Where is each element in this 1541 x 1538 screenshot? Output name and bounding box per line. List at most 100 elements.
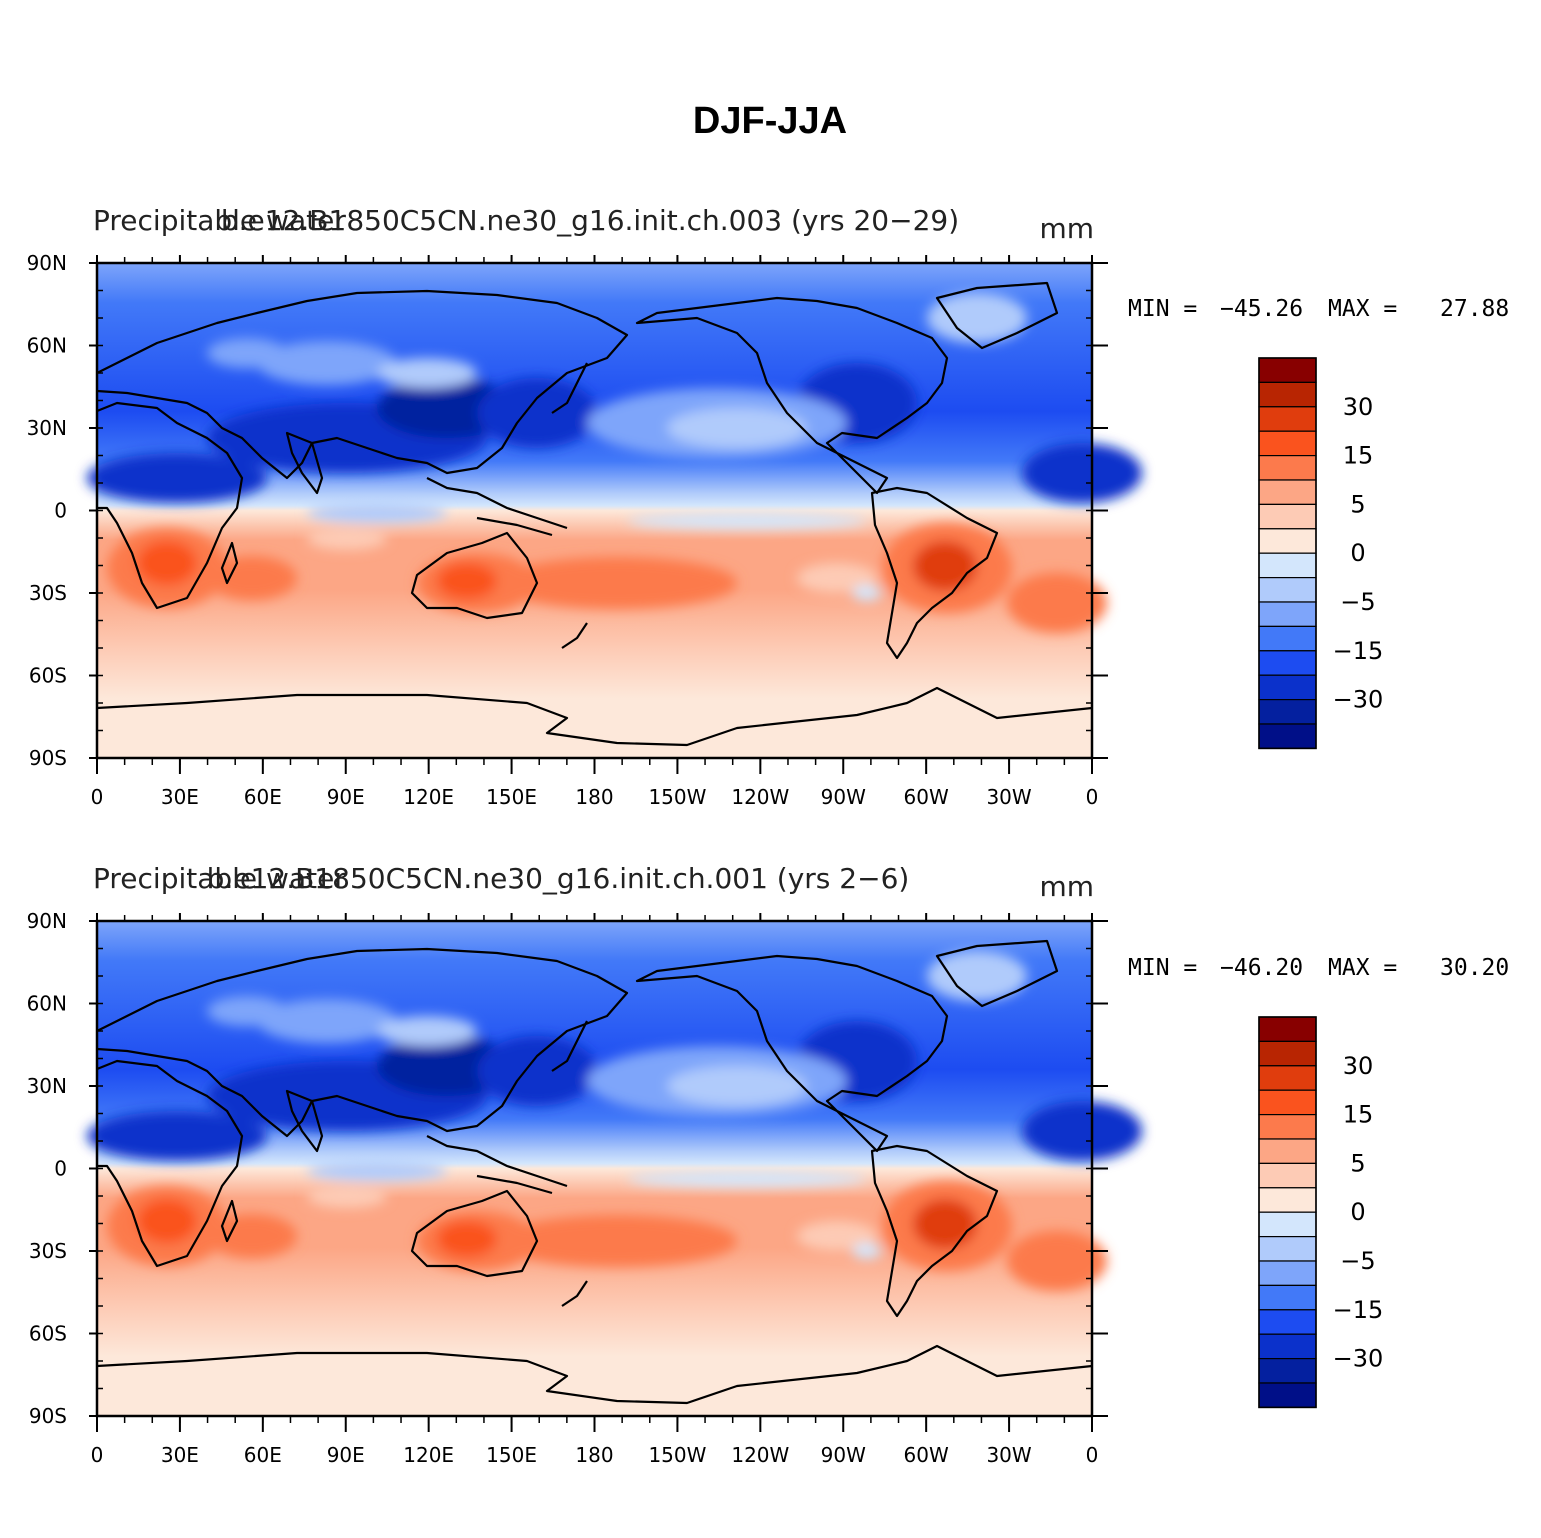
axis-ticks <box>89 913 1108 1432</box>
lon-tick-label: 30E <box>161 785 199 809</box>
lat-tick-label: 60N <box>27 992 67 1016</box>
colorbar-label: 15 <box>1343 1101 1374 1129</box>
colorbar-swatch <box>1258 1284 1317 1311</box>
lat-tick-label: 60S <box>29 1322 67 1346</box>
colorbar-label: 30 <box>1343 1052 1374 1080</box>
colorbar-swatch <box>1258 357 1317 383</box>
lon-tick-label: 0 <box>1086 785 1099 809</box>
lon-tick-labels: 0 30E 60E 90E 120E 150E 180 150W 120W 90W 60W 30W 0 <box>91 785 1099 809</box>
lon-tick-label: 0 <box>91 1443 104 1467</box>
stats-label-top: MIN = −45.26 MAX = 27.88 <box>1128 296 1509 322</box>
lat-tick-label: 0 <box>54 1157 67 1181</box>
lon-tick-label: 60E <box>244 785 282 809</box>
lon-tick-label: 90W <box>821 1443 866 1467</box>
figure-title: DJF-JJA <box>693 100 847 142</box>
lon-tick-label: 150E <box>486 785 537 809</box>
lat-tick-label: 90S <box>29 1404 67 1428</box>
colorbar-swatch <box>1258 528 1317 554</box>
colorbar-swatch <box>1258 601 1317 627</box>
colorbar-label: 0 <box>1350 539 1365 567</box>
colorbar-label: −15 <box>1333 1296 1384 1324</box>
lon-tick-label: 60E <box>244 1443 282 1467</box>
max-label: MAX = <box>1328 296 1397 322</box>
colorbar-swatch <box>1258 1211 1317 1238</box>
colorbar-swatch <box>1258 381 1317 408</box>
min-label: MIN = <box>1128 296 1197 322</box>
colorbar-swatch <box>1258 699 1317 725</box>
lon-tick-labels: 0 30E 60E 90E 120E 150E 180 150W 120W 90W 60W 30W 0 <box>91 1443 1099 1467</box>
colorbar-swatch <box>1258 1089 1317 1116</box>
colorbar-swatch <box>1258 1382 1317 1408</box>
colorbar-label: −5 <box>1340 588 1375 616</box>
panel-center-title: b.e12.B1850C5CN.ne30_g16.init.ch.001 (yr… <box>207 862 910 895</box>
colorbar-swatch <box>1258 650 1317 676</box>
panel-center-title: b.e12.B1850C5CN.ne30_g16.init.ch.003 (yr… <box>221 204 959 237</box>
colorbar-swatch <box>1258 1309 1317 1335</box>
colorbar-label: −15 <box>1333 637 1384 665</box>
colorbar-swatch <box>1258 723 1317 749</box>
colorbar-swatch <box>1258 674 1317 701</box>
lon-tick-label: 90E <box>327 785 365 809</box>
lon-tick-label: 60W <box>904 785 949 809</box>
lon-tick-label: 90W <box>821 785 866 809</box>
lon-tick-label: 120E <box>403 1443 454 1467</box>
lat-tick-label: 90N <box>27 909 67 933</box>
lon-tick-label: 30E <box>161 1443 199 1467</box>
lon-tick-label: 150E <box>486 1443 537 1467</box>
max-value: 27.88 <box>1440 296 1509 322</box>
colorbar-swatch <box>1258 1260 1317 1286</box>
max-label: MAX = <box>1328 955 1397 981</box>
map-panel-bottom: 90N 60N 30N 0 30S 60S 90S 0 30E 60E 90E 120E 150E 18… <box>27 909 1142 1467</box>
map-panel-top: 90N 60N 30N 0 30S 60S 90S 0 30E 60E 90E 120E 150E 18… <box>27 251 1142 809</box>
lon-tick-label: 90E <box>327 1443 365 1467</box>
panel-left-title: Precipitable water <box>93 862 346 895</box>
max-value: 30.20 <box>1440 955 1509 981</box>
panel-units: mm <box>1039 870 1094 903</box>
lon-tick-label: 30W <box>986 785 1031 809</box>
colorbar-label: −30 <box>1333 1345 1384 1373</box>
colorbar-swatch <box>1258 1162 1317 1189</box>
min-value: −45.26 <box>1220 296 1303 322</box>
colorbar-swatch <box>1258 1040 1317 1067</box>
lon-tick-label: 150W <box>648 1443 706 1467</box>
colorbar-label: 15 <box>1343 442 1374 470</box>
min-value: −46.20 <box>1220 955 1303 981</box>
colorbar-bottom: 30 15 5 0 −5 −15 −30 <box>1258 1016 1384 1409</box>
lon-tick-label: 0 <box>91 785 104 809</box>
colorbar-swatch <box>1258 1065 1317 1091</box>
lon-tick-label: 60W <box>904 1443 949 1467</box>
colorbar-swatch <box>1258 454 1317 481</box>
colorbar-swatch <box>1258 1016 1317 1042</box>
lat-tick-label: 60N <box>27 334 67 358</box>
colorbar-swatch <box>1258 552 1317 579</box>
colorbar-swatch <box>1258 1113 1317 1140</box>
colorbar-swatch <box>1258 625 1317 652</box>
colorbar-swatch <box>1258 1333 1317 1360</box>
lat-tick-label: 60S <box>29 664 67 688</box>
axis-ticks <box>89 255 1108 774</box>
colorbar-swatch <box>1258 1138 1317 1164</box>
colorbar-top: 30 15 5 0 −5 −15 −30 <box>1258 357 1384 750</box>
lat-tick-label: 30N <box>27 1074 67 1098</box>
lon-tick-label: 150W <box>648 785 706 809</box>
lat-tick-label: 0 <box>54 499 67 523</box>
lat-tick-label: 90N <box>27 251 67 275</box>
colorbar-label: −30 <box>1333 686 1384 714</box>
colorbar-label: −5 <box>1340 1247 1375 1275</box>
lon-tick-label: 180 <box>575 785 613 809</box>
colorbar-label: 0 <box>1350 1198 1365 1226</box>
lon-tick-label: 120W <box>731 1443 789 1467</box>
lat-tick-label: 30S <box>29 581 67 605</box>
lon-tick-label: 120W <box>731 785 789 809</box>
min-label: MIN = <box>1128 955 1197 981</box>
lat-tick-labels: 90N 60N 30N 0 30S 60S 90S <box>27 251 67 770</box>
lon-tick-label: 30W <box>986 1443 1031 1467</box>
stats-label-bottom: MIN = −46.20 MAX = 30.20 <box>1128 955 1509 981</box>
colorbar-swatch <box>1258 479 1317 505</box>
panel-left-title: Precipitable water <box>93 204 346 237</box>
colorbar-label: 30 <box>1343 393 1374 421</box>
colorbar-swatch <box>1258 406 1317 432</box>
colorbar-swatch <box>1258 577 1317 603</box>
lat-tick-label: 30N <box>27 416 67 440</box>
